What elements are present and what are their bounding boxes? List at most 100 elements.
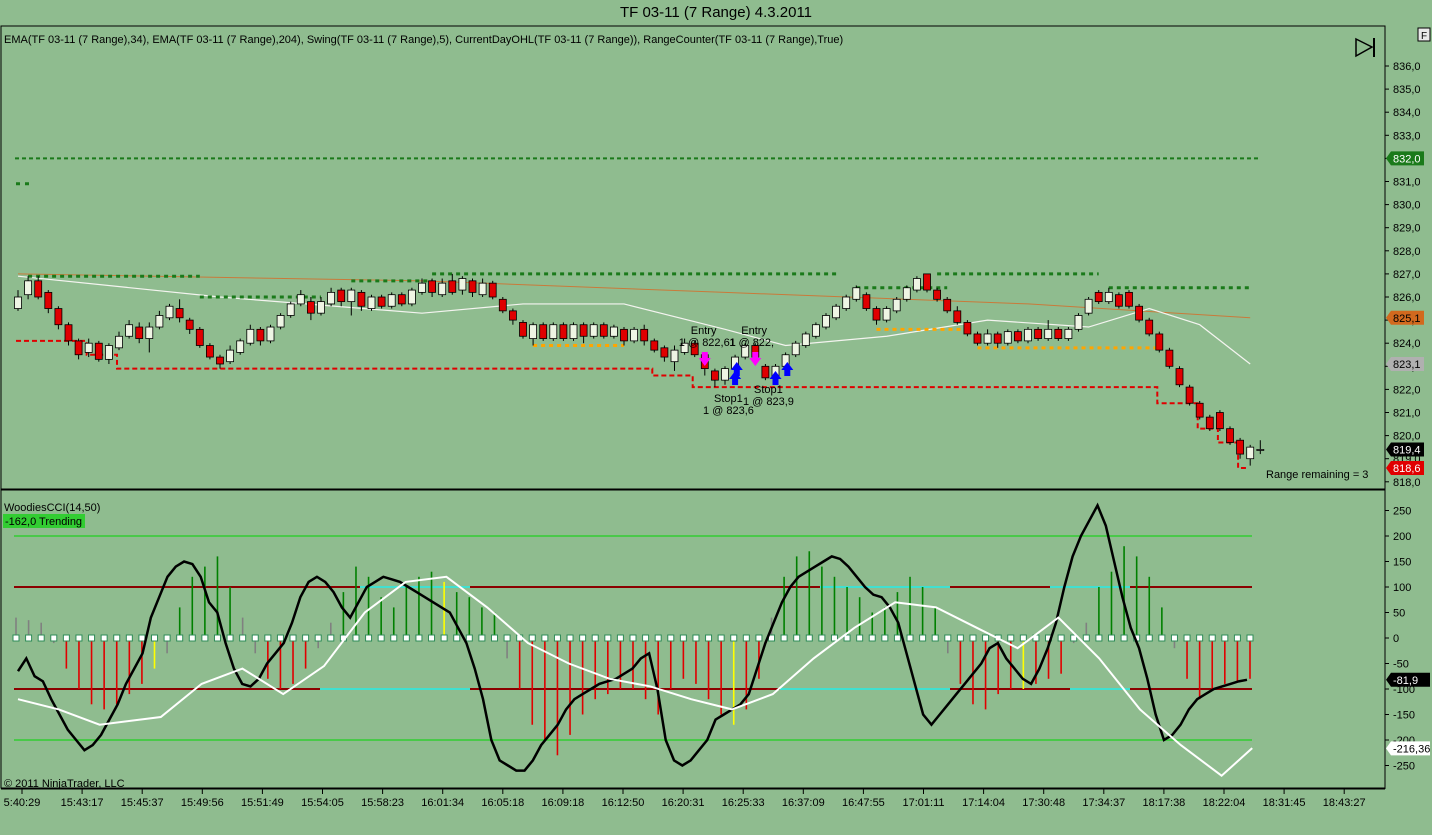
candle-down <box>216 356 224 365</box>
cci-zero-marker <box>327 634 335 642</box>
cci-zero-marker <box>390 634 398 642</box>
f-button[interactable]: F <box>1417 27 1431 42</box>
cci-zero-marker <box>1145 634 1153 642</box>
candle-down <box>1236 439 1244 455</box>
candle-down <box>508 310 517 321</box>
cci-zero-marker <box>402 634 410 642</box>
candle-up <box>852 287 861 300</box>
cci-zero-marker <box>692 634 700 642</box>
cci-plot <box>12 502 1254 777</box>
cci-zero-marker <box>302 634 310 642</box>
price-tick-label: 821,0 <box>1393 408 1421 420</box>
candle-down <box>1125 291 1133 307</box>
candle-up <box>529 324 537 339</box>
candle-down <box>44 291 53 309</box>
price-axis: 836,0 835,0 834,0 833,0 832,0 831,0 830,0 829,0… <box>1385 61 1424 489</box>
time-tick-label: 16:37:09 <box>782 797 825 809</box>
cci-zero-marker <box>830 634 838 642</box>
price-tick-label: 831,0 <box>1393 177 1421 189</box>
cci-tick-label: 200 <box>1393 531 1411 543</box>
scroll-to-end-icon[interactable] <box>1355 37 1375 58</box>
candle-up <box>801 333 810 346</box>
candle-up <box>842 296 851 309</box>
candle-up <box>115 335 123 349</box>
candle-up <box>84 342 93 353</box>
time-axis: 5:40:29 15:43:17 15:45:37 15:49:56 15:51:49 1… <box>4 789 1366 809</box>
chart-title: TF 03-11 (7 Range) 4.3.2011 <box>619 4 813 21</box>
time-tick-label: 17:01:11 <box>902 797 944 809</box>
candle-up <box>549 324 558 339</box>
cci-zero-marker <box>868 634 876 642</box>
candle-down <box>205 345 214 358</box>
cci-tick-label: -150 <box>1393 710 1415 722</box>
cci-zero-marker <box>1158 634 1166 642</box>
candle-down <box>377 296 386 307</box>
cci-zero-marker <box>969 634 977 642</box>
candle-down <box>933 289 941 300</box>
cci-tick-label: -100 <box>1393 684 1415 696</box>
entry-label: Entry <box>741 325 767 337</box>
buy-arrow-icon <box>730 362 743 376</box>
candle-down <box>761 365 770 379</box>
candle-down <box>64 324 73 342</box>
price-marker-label: 832,0 <box>1393 153 1421 165</box>
cci-status-label: -162,0 Trending <box>5 516 82 528</box>
range-remaining-label: Range remaining = 3 <box>1266 469 1368 481</box>
entry-detail-label: 1 @ 822, <box>729 337 774 349</box>
entry-arrow-icon <box>749 352 762 366</box>
time-tick-label: 18:17:38 <box>1142 797 1185 809</box>
candle-up <box>892 298 901 312</box>
buy-arrow-icon <box>781 362 794 376</box>
candle-down <box>973 333 982 344</box>
candle-down <box>428 280 437 293</box>
cci-zero-marker <box>642 634 650 642</box>
price-panel-frame <box>0 25 1386 490</box>
candle-up <box>1003 331 1012 344</box>
candle-down <box>1155 333 1164 351</box>
cci-zero-marker <box>1170 634 1178 642</box>
entry-detail-label: 1 @ 822,61 <box>679 337 736 349</box>
price-marker <box>1386 151 1424 166</box>
cci-zero-marker <box>1107 634 1115 642</box>
candle-up <box>367 296 376 309</box>
cci-zero-marker <box>805 634 813 642</box>
candle-down <box>872 308 881 321</box>
time-tick-label: 15:43:17 <box>61 797 104 809</box>
time-tick-label: 16:09:18 <box>541 797 584 809</box>
cci-zero-marker <box>453 634 461 642</box>
candle-up <box>226 349 235 363</box>
cci-zero-marker <box>1196 634 1204 642</box>
candle-up <box>155 315 164 328</box>
time-tick-label: 5:40:29 <box>4 797 41 809</box>
candle-up <box>721 368 729 381</box>
cci-zero-marker <box>1057 634 1065 642</box>
time-tick-label: 15:49:56 <box>181 797 224 809</box>
entry-arrow-icon <box>698 352 711 366</box>
candle-up <box>286 303 295 316</box>
candle-down <box>1135 305 1143 321</box>
cci-zero-marker <box>654 634 662 642</box>
time-tick-label: 16:05:18 <box>481 797 524 809</box>
candle-up <box>1246 446 1255 460</box>
candle-up <box>317 301 325 314</box>
candle-down <box>1185 386 1194 404</box>
cci-tick-label: 150 <box>1393 557 1411 569</box>
stop-arrow-icon <box>729 371 742 385</box>
price-tick-label: 828,0 <box>1393 246 1421 258</box>
candle-down <box>1165 349 1174 367</box>
price-marker <box>1386 356 1424 371</box>
price-tick-label: 835,0 <box>1393 84 1421 96</box>
cci-zero-marker <box>679 634 687 642</box>
cci-zero-marker <box>667 634 675 642</box>
candle-down <box>185 319 194 330</box>
candle-down <box>599 324 608 337</box>
candle-down <box>650 340 659 351</box>
candle-down <box>175 308 184 319</box>
price-marker-label: 825,1 <box>1393 313 1421 325</box>
time-tick-label: 15:58:23 <box>361 797 404 809</box>
candle-down <box>690 342 699 356</box>
candle-up <box>236 340 245 353</box>
cci-tick-label: -250 <box>1393 761 1415 773</box>
candle-down <box>1195 402 1204 418</box>
